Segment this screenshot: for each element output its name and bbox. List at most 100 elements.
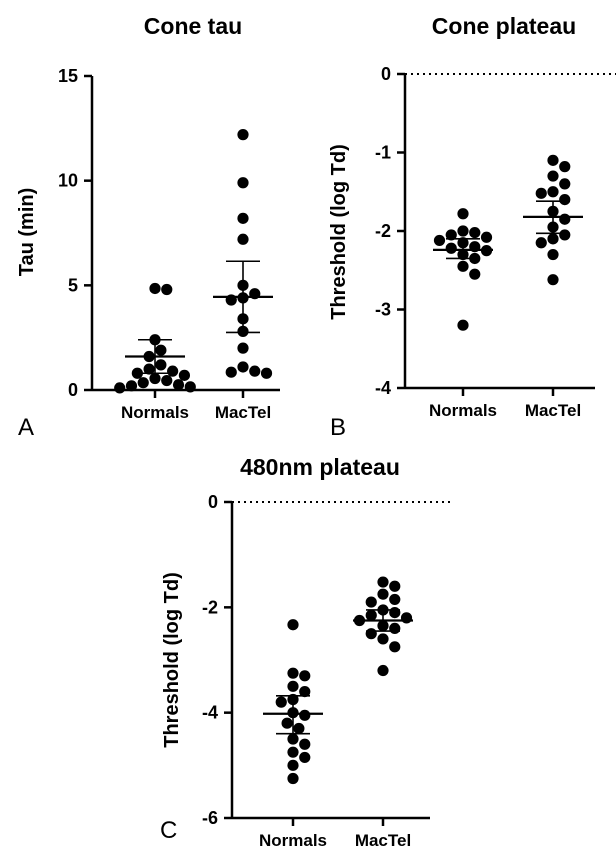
data-point [559,229,571,241]
data-point [457,208,469,220]
data-point [172,379,185,391]
data-point [389,641,401,653]
y-tick-label: -2 [202,597,218,617]
data-point [149,282,161,295]
data-point [469,226,481,239]
data-point [167,365,179,377]
data-point [237,177,249,189]
data-point [237,361,249,373]
data-point [155,359,167,371]
data-point [480,231,493,243]
data-point [287,733,299,745]
y-tick-label: 0 [208,492,218,512]
panel-a-plot: 0 5 10 15 Normals MacTel [58,66,280,422]
data-point [137,377,149,389]
panel-a-ylabel: Tau (min) [16,188,38,277]
data-point [365,628,377,640]
data-point [114,382,126,394]
data-point [445,242,457,254]
data-point [287,680,299,692]
data-point [287,759,299,771]
data-point [365,609,377,621]
panel-c-letter: C [160,817,177,844]
data-point [547,233,559,245]
data-point [559,213,571,225]
data-point [299,738,311,750]
panel-a-title: Cone tau [144,13,242,39]
data-point [293,722,305,735]
y-tick-label: -3 [375,300,391,320]
data-point [131,367,143,379]
panel-b-ylabel: Threshold (log Td) [328,144,350,320]
data-point [559,194,571,206]
data-point [400,612,413,624]
y-tick-label: -6 [202,808,218,828]
y-tick-label: 10 [58,171,78,191]
data-point [287,619,299,631]
category-label: Normals [121,403,189,422]
y-tick-label: 15 [58,66,78,86]
data-point [547,170,559,182]
panel-b-letter: B [330,414,346,441]
y-tick-label: -4 [375,378,391,398]
category-label: Normals [429,401,497,420]
y-tick-label: 0 [381,64,391,84]
data-point [149,372,161,385]
panel-b-plot: -4 -3 -2 -1 0 Normals MacTel [375,64,616,420]
category-label: MacTel [215,403,271,422]
data-point [184,381,196,393]
data-point [287,746,299,758]
data-point [365,596,377,608]
data-point [377,633,389,645]
panel-c-title: 480nm plateau [240,454,400,480]
data-point [299,751,311,764]
panel-b: Cone plateau Threshold (log Td) B -4 -3 -2… [328,13,616,441]
data-point [389,622,401,635]
data-point [299,670,311,682]
data-point [287,667,299,679]
panel-c: 480nm plateau Threshold (log Td) C -6 -4 -… [160,454,450,850]
data-point [237,342,249,354]
data-point [535,187,547,199]
data-point [547,248,559,261]
data-point [237,233,249,245]
data-point [433,234,446,247]
data-point [535,237,547,249]
panel-a: Cone tau Tau (min) A 0 5 10 15 Normals MacTel [16,13,280,441]
panel-c-ylabel: Threshold (log Td) [161,572,183,748]
category-label: Normals [259,831,327,850]
category-label: MacTel [525,401,581,420]
y-tick-label: -1 [375,143,391,163]
data-point [143,363,155,375]
data-point [178,369,190,381]
data-point [469,268,481,280]
data-point [155,344,167,356]
y-tick-label: -2 [375,221,391,241]
y-tick-label: 0 [68,380,78,400]
data-point [377,664,389,677]
data-point [161,374,173,387]
data-point [389,580,401,592]
data-point [125,380,138,392]
data-point [457,319,469,331]
data-point [547,274,559,286]
data-point [260,367,273,379]
data-point [299,709,311,721]
data-point [547,186,559,198]
data-point [457,225,469,237]
data-point [547,154,559,166]
data-point [377,588,389,600]
data-point [559,161,571,173]
panel-a-letter: A [18,414,34,441]
y-tick-label: 5 [68,275,78,295]
data-point [299,686,311,698]
data-point [445,229,457,241]
y-tick-label: -4 [202,703,218,723]
data-point [237,212,249,224]
data-point [249,365,261,377]
data-point [389,593,401,606]
data-point [237,129,249,141]
data-point [225,366,237,378]
category-label: MacTel [355,831,411,850]
data-point [457,260,469,272]
